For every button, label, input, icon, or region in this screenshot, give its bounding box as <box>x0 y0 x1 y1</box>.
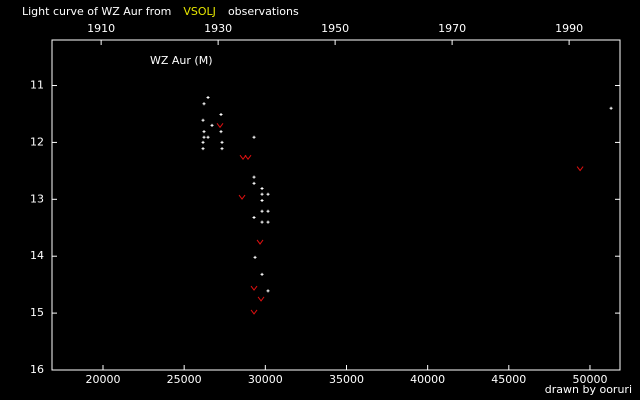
point <box>260 272 264 276</box>
point <box>202 135 206 139</box>
point <box>266 289 270 293</box>
point <box>260 192 264 196</box>
point <box>260 220 264 224</box>
point <box>201 147 205 151</box>
point <box>257 296 265 302</box>
point <box>266 209 270 213</box>
x2-tick-label: 1950 <box>321 22 349 35</box>
x-tick-label: 30000 <box>248 373 283 386</box>
point <box>244 154 252 161</box>
point <box>210 123 214 127</box>
point <box>202 102 206 106</box>
x-tick-label: 25000 <box>167 373 202 386</box>
point <box>576 166 584 172</box>
point <box>220 147 224 151</box>
point <box>219 113 223 117</box>
point <box>250 285 258 291</box>
point <box>201 118 205 122</box>
x-tick-label: 20000 <box>86 373 121 386</box>
point <box>219 130 223 134</box>
point <box>201 140 205 144</box>
point <box>238 194 246 200</box>
point <box>220 140 224 144</box>
y-tick-label: 12 <box>30 135 44 148</box>
y-tick-label: 15 <box>30 306 44 319</box>
point <box>250 309 258 315</box>
y-tick-label: 11 <box>30 79 44 92</box>
x2-tick-label: 1930 <box>204 22 232 35</box>
point <box>260 198 264 202</box>
point <box>256 239 264 245</box>
point <box>206 135 210 139</box>
point <box>252 175 256 179</box>
point <box>216 123 224 129</box>
point <box>253 255 257 259</box>
x-tick-label: 45000 <box>491 373 526 386</box>
credit: drawn by ooruri <box>545 383 632 396</box>
chart-title: Light curve of WZ Aur from VSOLJ observati… <box>22 5 299 18</box>
point <box>239 154 247 161</box>
point <box>260 187 264 190</box>
point <box>609 106 613 110</box>
point <box>252 135 256 139</box>
point <box>252 181 256 185</box>
point <box>266 220 270 224</box>
x-tick-label: 35000 <box>329 373 364 386</box>
x-tick-label: 40000 <box>410 373 445 386</box>
x2-tick-label: 1910 <box>87 22 115 35</box>
star-label: WZ Aur (M) <box>150 54 213 67</box>
point <box>266 192 270 196</box>
point <box>202 130 206 134</box>
x2-tick-label: 1970 <box>438 22 466 35</box>
title-part: observations <box>228 5 299 18</box>
y-tick-label: 14 <box>30 249 44 262</box>
point <box>206 95 210 99</box>
point <box>260 209 264 213</box>
x-tick-label: 50000 <box>572 373 607 386</box>
plot-frame <box>51 39 621 371</box>
title-part: VSOLJ <box>183 5 216 18</box>
x2-tick-label: 1990 <box>555 22 583 35</box>
y-tick-label: 13 <box>30 192 44 205</box>
point <box>252 216 256 220</box>
title-part: Light curve of WZ Aur from <box>22 5 171 18</box>
y-tick-label: 16 <box>30 363 44 376</box>
